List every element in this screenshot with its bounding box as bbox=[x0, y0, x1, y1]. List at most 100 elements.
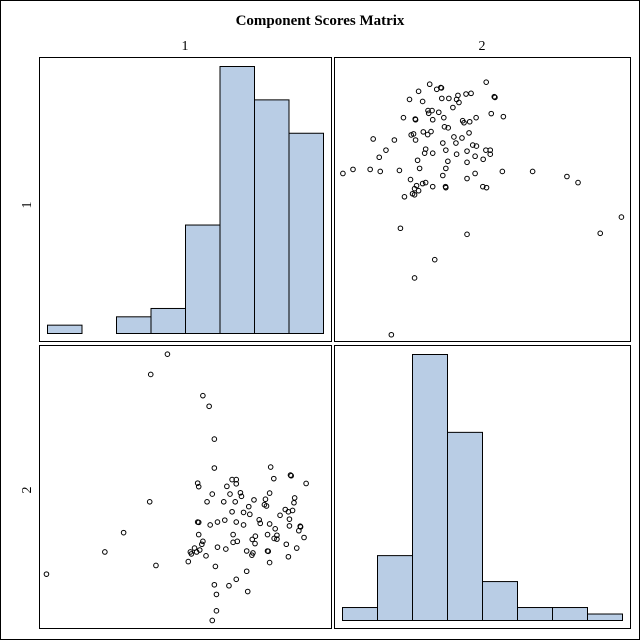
panel-tr bbox=[334, 57, 631, 342]
column-label-2: 2 bbox=[479, 39, 486, 54]
scatter-point-1v2-42 bbox=[243, 568, 250, 575]
scatter-point-2v1-49 bbox=[473, 143, 480, 149]
scatter-point-1v2-12 bbox=[283, 541, 290, 548]
scatter-point-2v1-38 bbox=[424, 131, 431, 138]
scatter-point-2v1-96 bbox=[464, 231, 470, 238]
scatter-point-1v2-63 bbox=[229, 476, 235, 483]
scatter-point-2v1-88 bbox=[483, 184, 490, 191]
scatter-point-2v1-14 bbox=[446, 95, 452, 102]
scatter-point-2v1-55 bbox=[376, 154, 383, 161]
scatter-point-2v1-5 bbox=[415, 88, 422, 95]
histogram-bar-var1-bin0 bbox=[47, 324, 83, 334]
scatter-point-2v1-60 bbox=[472, 153, 478, 160]
scatter-point-2v1-73 bbox=[440, 172, 446, 179]
scatter-point-1v2-90 bbox=[191, 545, 198, 551]
scatter-point-2v1-74 bbox=[472, 170, 478, 177]
scatter-point-2v1-99 bbox=[411, 275, 418, 281]
scatter-point-2v1-1 bbox=[483, 79, 490, 85]
scatter-point-2v1-44 bbox=[451, 134, 457, 140]
scatter-point-2v1-95 bbox=[397, 225, 404, 232]
scatter-point-1v2-60 bbox=[227, 491, 233, 497]
scatter-point-2v1-68 bbox=[367, 166, 373, 173]
scatter-point-2v1-33 bbox=[441, 124, 448, 130]
scatter-point-1v2-40 bbox=[251, 497, 257, 503]
scatter-point-1v2-5 bbox=[293, 545, 300, 551]
scatter-point-1v2-78 bbox=[200, 392, 206, 399]
scatter-point-2v1-53 bbox=[443, 147, 449, 153]
scatter-point-1v2-65 bbox=[220, 498, 227, 505]
scatter-point-1v2-55 bbox=[226, 582, 232, 589]
histogram-bar-var2-bin6 bbox=[552, 607, 588, 622]
scatter-point-1v2-36 bbox=[250, 550, 256, 556]
scatter-point-1v2-4 bbox=[296, 527, 302, 534]
scatter-point-1v2-16 bbox=[282, 506, 289, 513]
chart-title: Component Scores Matrix bbox=[236, 13, 405, 29]
scatter-point-2v1-41 bbox=[370, 136, 376, 142]
scatter-point-1v2-79 bbox=[203, 553, 209, 559]
scatter-point-2v1-7 bbox=[468, 90, 474, 97]
scatter-point-2v1-69 bbox=[377, 168, 384, 175]
scatter-point-1v2-9 bbox=[288, 472, 294, 479]
scatter-point-2v1-80 bbox=[464, 175, 470, 182]
scatter-point-2v1-10 bbox=[492, 94, 498, 101]
scatter-point-1v2-14 bbox=[286, 516, 293, 522]
scatter-point-2v1-93 bbox=[401, 193, 408, 200]
scatter-point-2v1-54 bbox=[383, 147, 389, 153]
scatter-point-2v1-100 bbox=[388, 331, 395, 338]
scatter-point-1v2-93 bbox=[185, 558, 192, 565]
scatter-point-2v1-71 bbox=[416, 165, 423, 172]
scatter-point-2v1-48 bbox=[469, 142, 476, 148]
histogram-bar-var1-bin5 bbox=[219, 66, 255, 334]
scatter-point-1v2-19 bbox=[274, 532, 280, 539]
histogram-bar-var2-bin5 bbox=[517, 607, 553, 622]
histogram-bar-var2-bin3 bbox=[447, 431, 483, 622]
histogram-bar-var1-bin7 bbox=[288, 132, 324, 334]
row-label-2: 2 bbox=[20, 487, 35, 494]
column-label-1: 1 bbox=[182, 39, 189, 54]
histogram-bar-var1-bin2 bbox=[116, 316, 152, 334]
scatter-point-1v2-17 bbox=[277, 512, 283, 519]
scatter-point-1v2-58 bbox=[229, 508, 235, 515]
scatter-point-1v2-68 bbox=[213, 591, 220, 598]
scatter-point-2v1-59 bbox=[464, 148, 470, 154]
scatter-point-1v2-41 bbox=[244, 588, 251, 595]
scatter-point-2v1-13 bbox=[439, 95, 445, 102]
scatter-point-1v2-24 bbox=[266, 559, 273, 566]
scatter-point-2v1-86 bbox=[443, 184, 449, 191]
scatter-point-1v2-20 bbox=[271, 535, 277, 542]
scatter-point-1v2-0 bbox=[301, 534, 307, 541]
scatter-point-1v2-88 bbox=[194, 480, 201, 486]
scatter-point-1v2-97 bbox=[147, 371, 154, 378]
scatter-point-2v1-26 bbox=[412, 116, 419, 123]
scatter-point-2v1-43 bbox=[412, 137, 419, 143]
scatter-point-2v1-36 bbox=[410, 131, 417, 137]
scatter-point-1v2-28 bbox=[266, 521, 273, 527]
scatter-point-1v2-87 bbox=[195, 483, 202, 490]
histogram-bar-var1-bin3 bbox=[150, 307, 186, 334]
scatter-point-1v2-48 bbox=[238, 493, 245, 500]
scatter-point-2v1-67 bbox=[350, 166, 356, 173]
scatter-point-1v2-57 bbox=[221, 517, 228, 523]
histogram-bar-var2-bin7 bbox=[587, 613, 623, 622]
scatter-point-1v2-38 bbox=[249, 536, 256, 543]
scatter-point-2v1-20 bbox=[425, 110, 432, 117]
scatter-point-1v2-45 bbox=[245, 503, 252, 510]
scatter-point-2v1-29 bbox=[473, 114, 479, 121]
scatter-point-1v2-54 bbox=[233, 576, 240, 583]
scatter-point-1v2-27 bbox=[264, 531, 271, 538]
scatter-point-2v1-34 bbox=[445, 125, 451, 131]
scatter-point-1v2-84 bbox=[195, 531, 202, 538]
scatter-point-1v2-26 bbox=[264, 548, 271, 554]
scatter-point-1v2-86 bbox=[194, 519, 201, 525]
scatter-point-1v2-53 bbox=[233, 519, 240, 525]
scatter-point-2v1-24 bbox=[400, 114, 407, 121]
scatter-point-2v1-31 bbox=[461, 119, 467, 126]
scatter-point-2v1-70 bbox=[396, 167, 403, 174]
scatter-point-2v1-18 bbox=[425, 107, 431, 114]
scatter-point-2v1-78 bbox=[575, 179, 581, 186]
scatter-point-1v2-11 bbox=[285, 553, 292, 560]
scatter-point-1v2-71 bbox=[214, 544, 221, 550]
scatter-point-1v2-31 bbox=[261, 501, 268, 508]
scatter-point-1v2-56 bbox=[223, 546, 229, 552]
scatter-point-1v2-95 bbox=[153, 562, 159, 569]
